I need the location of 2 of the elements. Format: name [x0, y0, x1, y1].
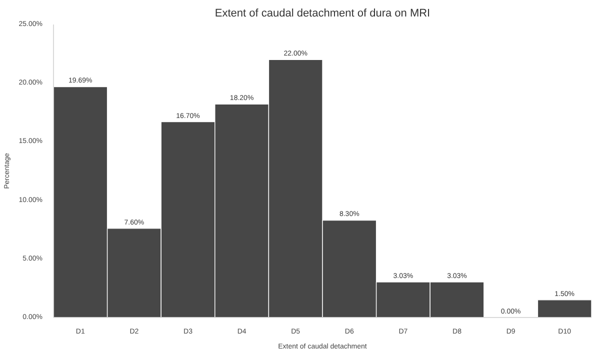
chart-title: Extent of caudal detachment of dura on MRI	[214, 8, 430, 20]
bar	[537, 300, 592, 318]
